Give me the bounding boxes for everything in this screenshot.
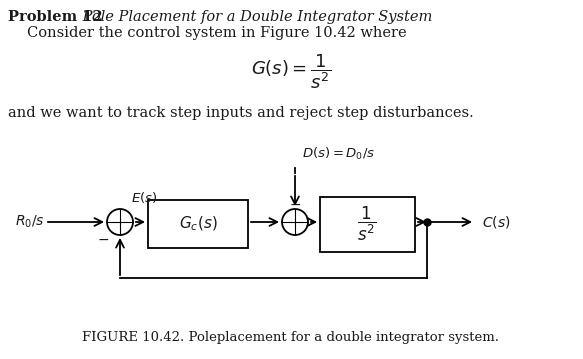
Text: $E(s)$: $E(s)$ [131, 190, 157, 205]
Text: $-$: $-$ [289, 197, 301, 211]
Text: Problem 12: Problem 12 [8, 10, 103, 24]
Text: $\dfrac{1}{s^2}$: $\dfrac{1}{s^2}$ [357, 205, 377, 243]
Circle shape [107, 209, 133, 235]
Bar [148, 200, 248, 248]
Bar [320, 197, 415, 252]
Text: Consider the control system in Figure 10.42 where: Consider the control system in Figure 10… [27, 26, 406, 40]
Circle shape [282, 209, 308, 235]
Text: $C(s)$: $C(s)$ [482, 214, 511, 230]
Text: FIGURE 10.42. Poleplacement for a double integrator system.: FIGURE 10.42. Poleplacement for a double… [83, 331, 500, 344]
Text: $-$: $-$ [97, 232, 109, 246]
Text: $G(s) = \dfrac{1}{s^2}$: $G(s) = \dfrac{1}{s^2}$ [251, 53, 331, 92]
Text: $R_0/s$: $R_0/s$ [15, 214, 45, 230]
Text: Pole Placement for a Double Integrator System: Pole Placement for a Double Integrator S… [78, 10, 433, 24]
Text: and we want to track step inputs and reject step disturbances.: and we want to track step inputs and rej… [8, 106, 474, 120]
Text: $G_c(s)$: $G_c(s)$ [179, 215, 217, 233]
Text: $D(s)=D_0/s$: $D(s)=D_0/s$ [302, 146, 375, 162]
